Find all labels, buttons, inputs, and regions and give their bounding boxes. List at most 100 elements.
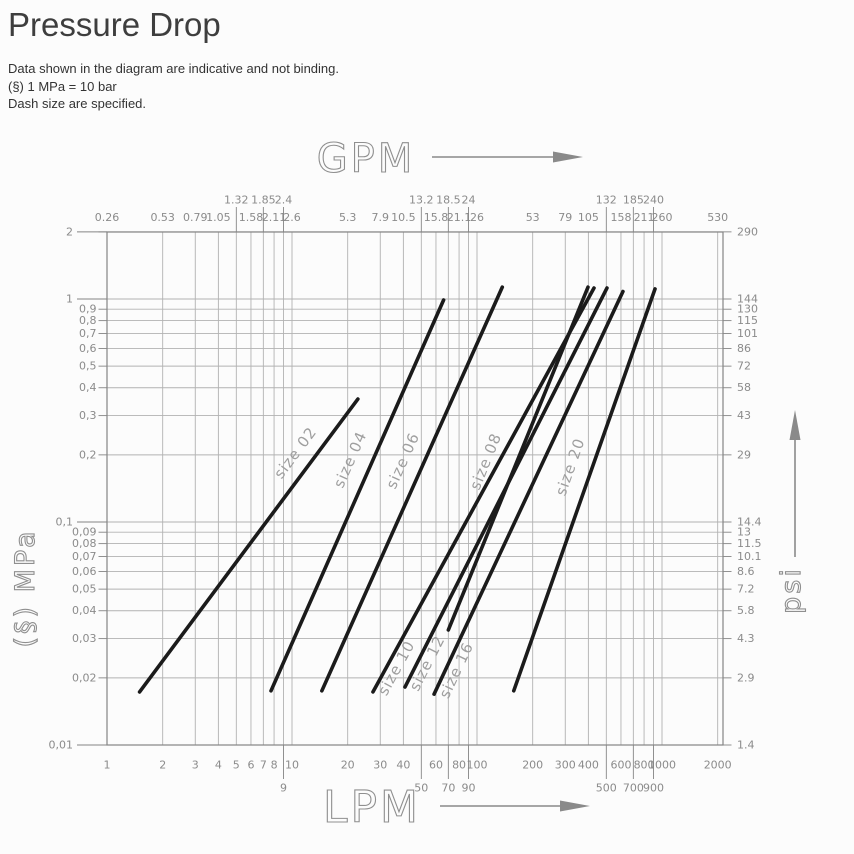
gpm-arrow-head bbox=[553, 151, 583, 163]
label-psi-2.9: 2.9 bbox=[737, 671, 755, 684]
label-gpm-53: 53 bbox=[526, 211, 540, 224]
note-conversion: (§) 1 MPa = 10 bar bbox=[8, 78, 117, 94]
series-line-size-12 bbox=[403, 286, 609, 689]
label-psi-11.5: 11.5 bbox=[737, 537, 762, 550]
lpm-axis-title: LPM bbox=[323, 782, 421, 833]
gpm-axis-title: GPM bbox=[317, 136, 416, 182]
label-gpm-13.2: 13.2 bbox=[409, 194, 434, 207]
label-psi-86: 86 bbox=[737, 342, 751, 355]
label-lpm-700: 700 bbox=[623, 782, 644, 795]
label-psi-144: 144 bbox=[737, 293, 758, 306]
label-gpm-1.85: 1.85 bbox=[251, 194, 276, 207]
label-gpm-0.53: 0.53 bbox=[150, 211, 175, 224]
label-mpa-0,6: 0,6 bbox=[79, 342, 97, 355]
label-lpm-600: 600 bbox=[610, 759, 631, 772]
label-gpm-132: 132 bbox=[596, 194, 617, 207]
series-line-size-10 bbox=[371, 286, 596, 694]
series-label-size-02: size 02 bbox=[270, 423, 320, 482]
label-psi-1.4: 1.4 bbox=[737, 739, 755, 752]
label-lpm-2: 2 bbox=[159, 759, 166, 772]
label-psi-58: 58 bbox=[737, 381, 751, 394]
mpa-axis-title: (§) MPa bbox=[10, 528, 41, 647]
note-indicative: Data shown in the diagram are indicative… bbox=[8, 61, 339, 76]
label-psi-290: 290 bbox=[737, 225, 758, 238]
series-label-size-06: size 06 bbox=[382, 430, 423, 492]
psi-arrow-head bbox=[789, 410, 801, 440]
series-line-size-20 bbox=[511, 287, 657, 693]
label-psi-43: 43 bbox=[737, 409, 751, 422]
page-title: Pressure Drop bbox=[8, 6, 221, 43]
label-lpm-7: 7 bbox=[260, 759, 267, 772]
label-gpm-0.26: 0.26 bbox=[95, 211, 120, 224]
series-line-size-02 bbox=[137, 397, 360, 694]
label-mpa-0,07: 0,07 bbox=[72, 550, 97, 563]
label-gpm-1.58: 1.58 bbox=[239, 211, 264, 224]
label-gpm-24: 24 bbox=[462, 194, 476, 207]
label-mpa-0,06: 0,06 bbox=[72, 565, 97, 578]
label-mpa-0,04: 0,04 bbox=[72, 604, 97, 617]
label-lpm-90: 90 bbox=[462, 782, 476, 795]
label-gpm-211: 211 bbox=[634, 211, 655, 224]
label-gpm-2.6: 2.6 bbox=[283, 211, 301, 224]
label-mpa-1: 1 bbox=[66, 293, 73, 306]
label-gpm-240: 240 bbox=[643, 194, 664, 207]
label-gpm-2.11: 2.11 bbox=[262, 211, 287, 224]
label-lpm-500: 500 bbox=[596, 782, 617, 795]
label-lpm-8: 8 bbox=[271, 759, 278, 772]
label-mpa-0,8: 0,8 bbox=[79, 314, 97, 327]
label-psi-29: 29 bbox=[737, 448, 751, 461]
label-lpm-100: 100 bbox=[467, 759, 488, 772]
label-psi-4.3: 4.3 bbox=[737, 632, 755, 645]
label-psi-8.6: 8.6 bbox=[737, 565, 755, 578]
label-lpm-3: 3 bbox=[192, 759, 199, 772]
label-lpm-80: 80 bbox=[452, 759, 466, 772]
label-lpm-20: 20 bbox=[341, 759, 355, 772]
label-psi-115: 115 bbox=[737, 314, 758, 327]
label-lpm-200: 200 bbox=[522, 759, 543, 772]
label-lpm-300: 300 bbox=[555, 759, 576, 772]
label-lpm-9: 9 bbox=[280, 782, 287, 795]
label-lpm-40: 40 bbox=[396, 759, 410, 772]
label-psi-5.8: 5.8 bbox=[737, 604, 755, 617]
label-mpa-0,1: 0,1 bbox=[56, 516, 74, 529]
label-mpa-0,05: 0,05 bbox=[72, 583, 97, 596]
label-gpm-10.5: 10.5 bbox=[391, 211, 416, 224]
label-lpm-5: 5 bbox=[233, 759, 240, 772]
label-lpm-1000: 1000 bbox=[648, 759, 676, 772]
label-mpa-0,9: 0,9 bbox=[79, 303, 97, 316]
label-lpm-6: 6 bbox=[247, 759, 254, 772]
label-mpa-0,3: 0,3 bbox=[79, 409, 97, 422]
label-gpm-185: 185 bbox=[623, 194, 644, 207]
label-lpm-10: 10 bbox=[285, 759, 299, 772]
label-gpm-530: 530 bbox=[707, 211, 728, 224]
label-gpm-7.9: 7.9 bbox=[372, 211, 390, 224]
label-gpm-2.4: 2.4 bbox=[275, 194, 293, 207]
note-dash-size: Dash size are specified. bbox=[8, 96, 147, 111]
label-mpa-0,5: 0,5 bbox=[79, 360, 97, 373]
label-mpa-0,4: 0,4 bbox=[79, 381, 97, 394]
label-mpa-0,02: 0,02 bbox=[72, 671, 97, 684]
label-gpm-260: 260 bbox=[652, 211, 673, 224]
label-mpa-0,08: 0,08 bbox=[72, 537, 97, 550]
label-mpa-0,09: 0,09 bbox=[72, 526, 97, 539]
label-psi-14.4: 14.4 bbox=[737, 516, 762, 529]
plot-frame bbox=[106, 231, 724, 746]
label-gpm-158: 158 bbox=[610, 211, 631, 224]
label-lpm-1: 1 bbox=[104, 759, 111, 772]
label-gpm-26: 26 bbox=[470, 211, 484, 224]
label-psi-13: 13 bbox=[737, 526, 751, 539]
label-lpm-2000: 2000 bbox=[704, 759, 732, 772]
label-psi-101: 101 bbox=[737, 327, 758, 340]
label-mpa-0,2: 0,2 bbox=[79, 448, 97, 461]
label-psi-72: 72 bbox=[737, 360, 751, 373]
label-lpm-30: 30 bbox=[373, 759, 387, 772]
label-gpm-105: 105 bbox=[578, 211, 599, 224]
series-line-size-06 bbox=[320, 285, 505, 693]
label-gpm-1.05: 1.05 bbox=[206, 211, 231, 224]
label-gpm-15.8: 15.8 bbox=[424, 211, 449, 224]
label-gpm-1.32: 1.32 bbox=[224, 194, 249, 207]
series-line-size-04 bbox=[269, 298, 446, 693]
lpm-arrow-head bbox=[560, 800, 590, 812]
label-gpm-79: 79 bbox=[558, 211, 572, 224]
